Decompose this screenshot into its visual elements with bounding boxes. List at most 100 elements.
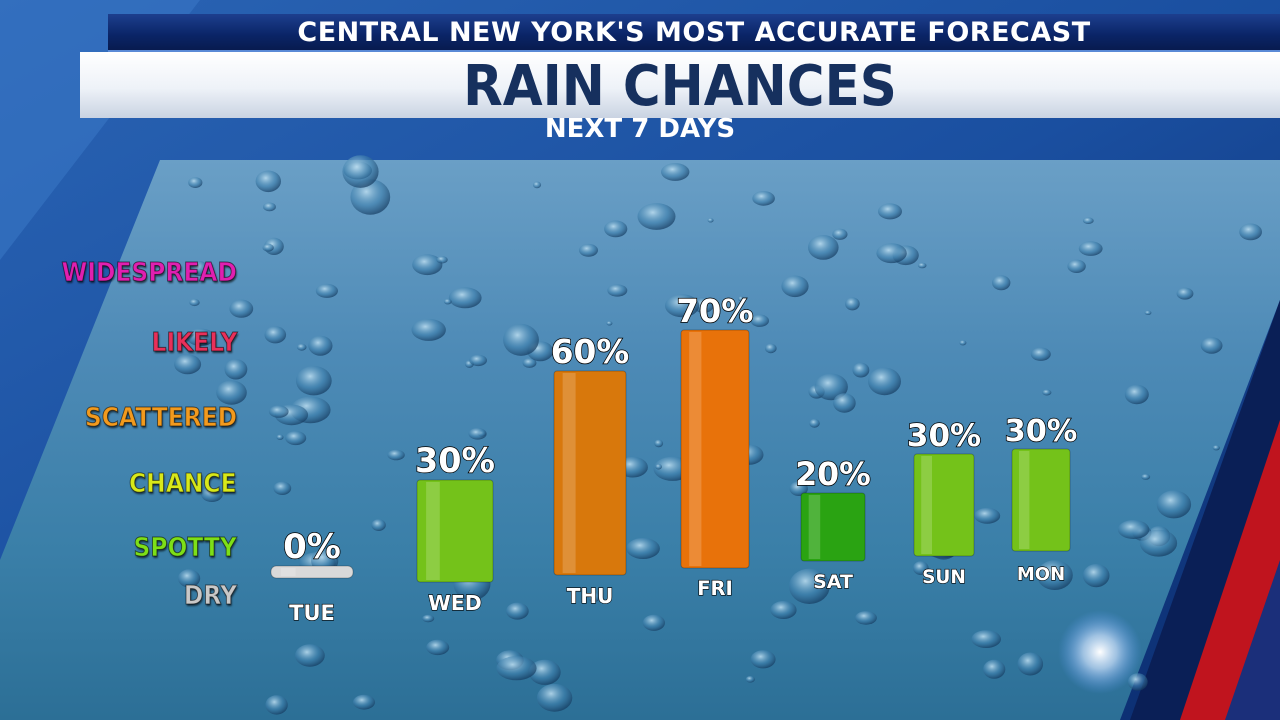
raindrop [606,321,613,326]
raindrop [814,373,848,401]
raindrop [738,296,745,302]
raindrop [276,434,284,440]
raindrop [315,283,338,298]
bar-tue [270,565,354,579]
bar-sun [913,453,975,557]
raindrop [833,393,856,413]
raindrop [1144,310,1152,315]
raindrop [917,262,927,269]
raindrop [506,602,529,620]
raindrop [443,298,452,305]
raindrop [1030,347,1051,361]
raindrop [642,614,666,631]
raindrop [265,695,288,715]
raindrop [626,538,660,559]
level-label-scattered: SCATTERED [84,403,237,434]
raindrop [868,367,901,396]
level-label-dry: DRY [183,581,237,612]
raindrop [588,591,601,603]
raindrop [216,380,247,405]
raindrop [808,235,839,260]
raindrop [971,630,1001,648]
bar-sat [800,492,866,562]
raindrop [371,519,386,531]
raindrop [1156,490,1192,519]
station-banner-text: CENTRAL NEW YORK'S MOST ACCURATE FORECAS… [297,17,1091,48]
raindrop [878,203,902,220]
raindrop [264,326,287,344]
raindrop [188,177,203,189]
raindrop [229,299,254,318]
raindrop [1067,259,1086,273]
raindrop [469,354,488,367]
raindrop [637,203,676,230]
raindrop [255,170,281,193]
raindrop [1117,520,1150,539]
raindrop [655,463,662,470]
raindrop [191,261,208,277]
raindrop [1212,445,1220,451]
raindrop [342,155,379,188]
title-banner: RAIN CHANCES [80,52,1280,119]
level-label-spotty: SPOTTY [133,533,237,564]
raindrop [750,314,769,327]
raindrop [422,614,435,623]
raindrop [750,650,776,669]
tick-label-tue: TUE [289,601,335,625]
raindrop [412,254,443,276]
raindrop [1141,474,1151,480]
tick-label-sat: SAT [813,571,853,593]
level-label-likely: LIKELY [151,328,238,359]
raindrop [1036,560,1073,590]
raindrop [308,335,333,356]
raindrop [876,243,907,264]
raindrop [963,430,979,442]
bar-highlight-fri [689,332,702,566]
raindrop [201,486,223,503]
raindrop [285,431,307,446]
bar-mon [1011,448,1071,552]
raindrop [1176,287,1194,300]
raindrop [532,181,542,189]
level-label-widespread: WIDESPREAD [61,258,237,289]
raindrop [1082,217,1094,224]
raindrop [1200,337,1223,354]
raindrop [752,191,775,206]
raindrop [789,568,830,604]
raindrop [992,275,1011,291]
raindrop [295,366,332,396]
raindrop [269,405,289,418]
raindrop [536,683,573,712]
raindrop [296,343,307,351]
raindrop [189,298,200,307]
raindrop [178,569,201,588]
raindrop [974,507,1001,524]
raindrop [353,694,375,710]
raindrop [661,163,690,181]
bar-highlight-thu [562,373,576,573]
tick-label-wed: WED [428,591,482,615]
raindrop [350,179,391,215]
raindrop [654,439,664,448]
page-title: RAIN CHANCES [463,54,897,119]
raindrop [832,228,848,240]
data-label-thu: 60% [551,333,630,371]
raindrop [503,323,539,356]
bar-highlight-tue [280,568,296,576]
raindrop [983,659,1006,679]
raindrop [765,343,777,354]
data-label-tue: 0% [283,527,341,567]
raindrop [855,611,877,625]
raindrop [436,256,448,264]
raindrop [1082,564,1110,588]
bar-fri [680,329,750,569]
tick-label-thu: THU [567,584,614,608]
raindrop [1042,389,1052,396]
raindrop [770,601,797,619]
raindrop [528,659,561,685]
raindrop [1017,652,1044,676]
subtitle: NEXT 7 DAYS [544,114,736,144]
raindrop [273,481,292,495]
